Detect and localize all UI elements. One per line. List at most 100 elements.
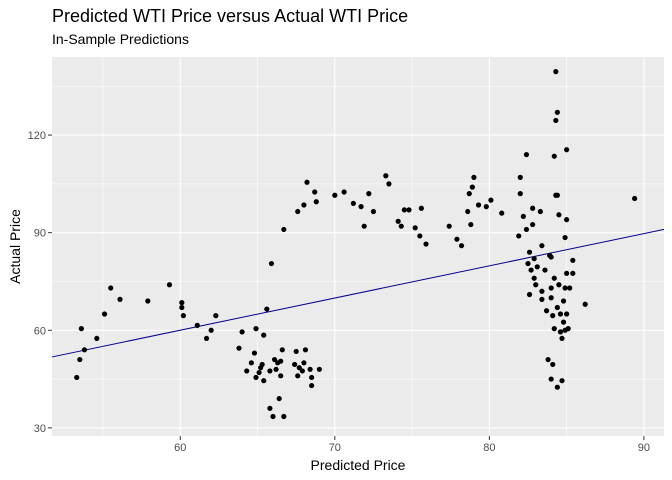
data-point <box>299 368 305 374</box>
data-point <box>539 288 545 294</box>
data-point <box>248 360 254 366</box>
data-point <box>557 329 564 335</box>
fit-line <box>51 228 665 358</box>
x-axis-ticks: 60 70 80 90 <box>174 436 650 454</box>
data-point <box>559 335 565 342</box>
data-point <box>301 360 307 366</box>
data-point <box>166 282 173 288</box>
fit-line-layer <box>51 228 665 358</box>
data-point <box>550 313 556 319</box>
data-point <box>423 241 429 247</box>
data-point <box>471 174 477 180</box>
data-point <box>370 208 377 215</box>
data-point <box>406 207 412 213</box>
data-point <box>517 174 523 180</box>
data-point <box>526 249 533 255</box>
data-points <box>74 69 638 420</box>
x-tick-label: 70 <box>329 442 341 454</box>
data-point <box>475 202 482 208</box>
data-point <box>180 313 186 319</box>
data-point <box>556 212 562 218</box>
data-point <box>293 348 299 355</box>
data-point <box>301 202 307 208</box>
y-tick-label: 90 <box>34 228 46 240</box>
data-point <box>516 233 522 239</box>
data-point <box>213 313 219 319</box>
data-point <box>520 213 526 220</box>
data-point <box>551 326 557 332</box>
data-point <box>94 335 100 342</box>
data-point <box>78 326 84 332</box>
data-point <box>101 311 108 317</box>
data-point <box>533 282 539 288</box>
data-point <box>488 197 494 203</box>
data-point <box>548 295 554 301</box>
data-point <box>545 356 551 363</box>
data-point <box>270 413 276 420</box>
data-point <box>554 304 560 311</box>
data-point <box>570 270 576 276</box>
data-point <box>551 153 557 159</box>
data-point <box>316 366 322 372</box>
data-point <box>253 326 259 332</box>
data-point <box>499 210 505 216</box>
y-axis-ticks: 30 60 90 120 <box>28 130 52 435</box>
data-point <box>267 405 273 411</box>
data-point <box>256 369 262 376</box>
data-point <box>562 285 568 291</box>
x-tick-label: 90 <box>638 442 650 454</box>
chart-subtitle: In-Sample Predictions <box>52 31 189 47</box>
y-tick-label: 120 <box>28 130 46 142</box>
data-point <box>261 378 267 384</box>
data-point <box>259 361 265 368</box>
data-point <box>534 264 540 270</box>
data-point <box>523 151 530 158</box>
data-point <box>236 345 242 351</box>
data-point <box>273 366 279 372</box>
data-point <box>469 184 475 190</box>
data-point <box>307 366 313 372</box>
data-point <box>401 207 407 213</box>
data-point <box>295 373 301 379</box>
data-point <box>261 332 267 338</box>
data-point <box>548 254 554 260</box>
y-tick-label: 30 <box>34 423 46 435</box>
data-point <box>560 298 567 304</box>
data-point <box>543 308 550 314</box>
data-point <box>251 350 258 356</box>
data-point <box>145 298 151 304</box>
data-point <box>560 319 567 325</box>
data-point <box>108 285 114 291</box>
data-point <box>81 347 88 353</box>
data-point <box>564 217 570 223</box>
chart-title: Predicted WTI Price versus Actual WTI Pr… <box>52 6 409 26</box>
data-point <box>295 208 301 215</box>
data-point <box>551 275 557 281</box>
data-point <box>525 260 531 267</box>
data-point <box>554 109 560 115</box>
data-point <box>361 223 367 229</box>
data-point <box>562 234 568 241</box>
data-point <box>332 192 338 198</box>
data-point <box>309 374 315 381</box>
x-tick-label: 80 <box>483 442 495 454</box>
data-point <box>565 326 571 332</box>
data-point <box>279 347 285 353</box>
data-point <box>556 282 562 288</box>
data-point <box>458 243 465 249</box>
data-point <box>312 189 318 195</box>
data-point <box>468 221 474 228</box>
data-point <box>239 329 245 335</box>
data-point <box>309 382 315 389</box>
data-point <box>526 291 533 298</box>
data-point <box>567 285 573 291</box>
data-point <box>77 356 83 363</box>
data-point <box>268 260 275 267</box>
data-point <box>564 147 570 153</box>
data-point <box>454 236 460 242</box>
data-point <box>559 378 565 384</box>
data-point <box>281 413 287 420</box>
data-point <box>271 356 278 363</box>
data-point <box>466 191 472 197</box>
